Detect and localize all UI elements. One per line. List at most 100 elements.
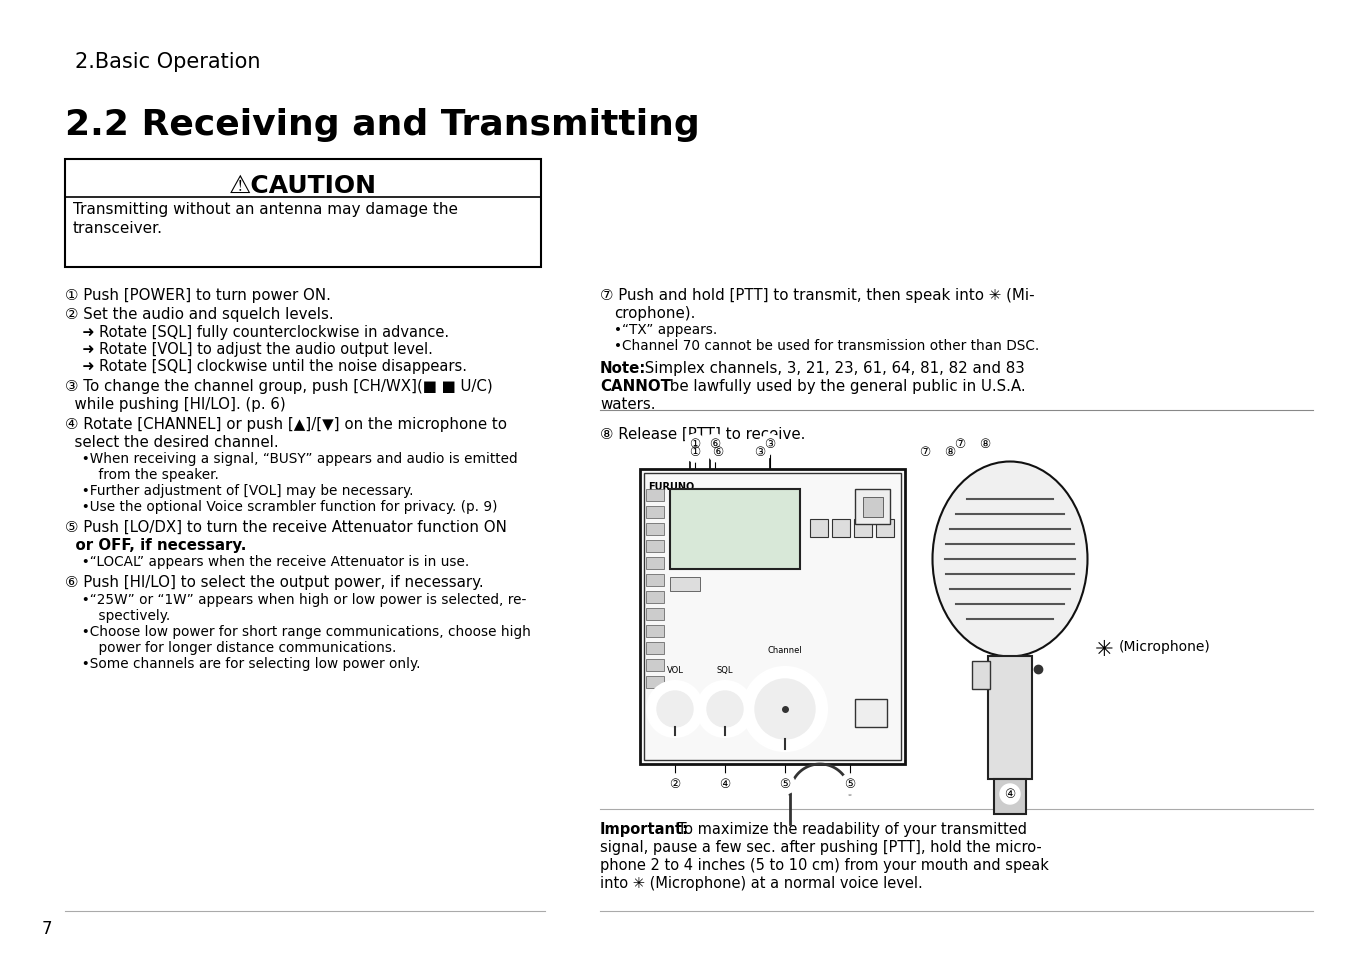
Bar: [671, 490, 800, 569]
Bar: [646, 506, 664, 518]
Text: 7: 7: [42, 919, 53, 937]
Text: HI/LO: HI/LO: [673, 579, 692, 585]
Text: •Use the optional Voice scrambler function for privacy. (p. 9): •Use the optional Voice scrambler functi…: [73, 499, 498, 514]
Bar: [854, 490, 890, 524]
Bar: [646, 625, 664, 638]
Circle shape: [665, 774, 685, 794]
Text: Note:: Note:: [600, 360, 646, 375]
Text: ✳: ✳: [1095, 639, 1114, 659]
Bar: [854, 700, 887, 727]
Text: •“TX” appears.: •“TX” appears.: [614, 323, 718, 336]
Text: ⑧: ⑧: [945, 446, 956, 459]
Text: •“25W” or “1W” appears when high or low power is selected, re-: •“25W” or “1W” appears when high or low …: [73, 593, 526, 606]
Bar: [863, 497, 883, 517]
Bar: [876, 519, 894, 537]
Text: ⚠CAUTION: ⚠CAUTION: [228, 173, 377, 198]
Text: be lawfully used by the general public in U.S.A.: be lawfully used by the general public i…: [665, 378, 1026, 394]
Text: ④: ④: [719, 778, 730, 791]
Bar: [646, 677, 664, 688]
Bar: [646, 642, 664, 655]
Circle shape: [754, 679, 815, 740]
Text: ①: ①: [690, 438, 700, 451]
Circle shape: [648, 681, 703, 738]
Text: ④ Rotate [CHANNEL] or push [▲]/[▼] on the microphone to: ④ Rotate [CHANNEL] or push [▲]/[▼] on th…: [65, 416, 507, 432]
Text: (Microphone): (Microphone): [1119, 639, 1211, 654]
Text: spectively.: spectively.: [81, 608, 170, 622]
Text: •Further adjustment of [VOL] may be necessary.: •Further adjustment of [VOL] may be nece…: [73, 483, 414, 497]
Text: ①: ①: [690, 446, 700, 459]
Ellipse shape: [933, 462, 1087, 657]
Text: phone 2 to 4 inches (5 to 10 cm) from your mouth and speak: phone 2 to 4 inches (5 to 10 cm) from yo…: [600, 857, 1049, 872]
Text: •Choose low power for short range communications, choose high: •Choose low power for short range commun…: [73, 624, 531, 639]
Circle shape: [750, 442, 771, 462]
Text: Channel: Channel: [768, 645, 802, 655]
Circle shape: [708, 442, 727, 462]
Text: •When receiving a signal, “BUSY” appears and audio is emitted: •When receiving a signal, “BUSY” appears…: [73, 452, 518, 465]
Circle shape: [775, 774, 795, 794]
Bar: [994, 780, 1026, 814]
Text: 2.2 Receiving and Transmitting: 2.2 Receiving and Transmitting: [65, 108, 700, 142]
Text: To maximize the readability of your transmitted: To maximize the readability of your tran…: [673, 821, 1028, 836]
Circle shape: [975, 435, 995, 455]
Circle shape: [840, 774, 860, 794]
Text: ② Set the audio and squelch levels.: ② Set the audio and squelch levels.: [65, 307, 334, 322]
Text: ➜ Rotate [VOL] to adjust the audio output level.: ➜ Rotate [VOL] to adjust the audio outpu…: [73, 341, 433, 356]
Text: ⑤: ⑤: [779, 778, 791, 791]
Text: •Channel 70 cannot be used for transmission other than DSC.: •Channel 70 cannot be used for transmiss…: [614, 338, 1040, 353]
Circle shape: [1000, 784, 1019, 804]
Text: crophone).: crophone).: [614, 306, 695, 320]
Circle shape: [760, 435, 780, 455]
Text: waters.: waters.: [600, 396, 656, 412]
Text: power for longer distance communications.: power for longer distance communications…: [81, 640, 396, 655]
Bar: [646, 575, 664, 586]
Bar: [644, 474, 900, 760]
Text: ④: ④: [1005, 788, 1015, 801]
Bar: [646, 592, 664, 603]
Circle shape: [704, 435, 725, 455]
Bar: [972, 661, 990, 689]
Text: while pushing [HI/LO]. (p. 6): while pushing [HI/LO]. (p. 6): [65, 396, 285, 412]
Text: ③ To change the channel group, push [CH/WX](■ ■ U/C): ③ To change the channel group, push [CH/…: [65, 378, 492, 394]
Bar: [854, 519, 872, 537]
Bar: [646, 608, 664, 620]
Text: ⑦ Push and hold [PTT] to transmit, then speak into ✳ (Mi-: ⑦ Push and hold [PTT] to transmit, then …: [600, 288, 1034, 303]
Circle shape: [707, 691, 744, 727]
Circle shape: [950, 435, 969, 455]
Text: ⑥: ⑥: [713, 446, 723, 459]
Bar: [646, 490, 664, 501]
Text: ⑥ Push [HI/LO] to select the output power, if necessary.: ⑥ Push [HI/LO] to select the output powe…: [65, 575, 484, 589]
Circle shape: [915, 442, 936, 462]
Circle shape: [685, 442, 704, 462]
Text: •Some channels are for selecting low power only.: •Some channels are for selecting low pow…: [73, 657, 420, 670]
Text: into ✳ (Microphone) at a normal voice level.: into ✳ (Microphone) at a normal voice le…: [600, 875, 923, 890]
Circle shape: [940, 442, 960, 462]
Bar: [988, 657, 1032, 780]
Text: ⑤: ⑤: [845, 778, 856, 791]
Text: Simplex channels, 3, 21, 23, 61, 64, 81, 82 and 83: Simplex channels, 3, 21, 23, 61, 64, 81,…: [639, 360, 1025, 375]
Text: from the speaker.: from the speaker.: [81, 468, 219, 481]
Circle shape: [744, 667, 827, 751]
Text: ⑥: ⑥: [710, 438, 721, 451]
Bar: [831, 519, 850, 537]
Circle shape: [715, 774, 735, 794]
Circle shape: [657, 691, 694, 727]
Text: Important:: Important:: [600, 821, 690, 836]
Bar: [671, 578, 700, 592]
Text: FURUNO: FURUNO: [648, 481, 694, 492]
Circle shape: [685, 435, 704, 455]
Text: ⑧ Release [PTT] to receive.: ⑧ Release [PTT] to receive.: [600, 427, 806, 441]
Text: ➜ Rotate [SQL] clockwise until the noise disappears.: ➜ Rotate [SQL] clockwise until the noise…: [73, 358, 466, 374]
Text: transceiver.: transceiver.: [73, 221, 164, 235]
Text: ⑤ Push [LO/DX] to turn the receive Attenuator function ON: ⑤ Push [LO/DX] to turn the receive Atten…: [65, 519, 507, 535]
Text: LO/DX: LO/DX: [859, 703, 879, 709]
Text: or OFF, if necessary.: or OFF, if necessary.: [65, 537, 246, 553]
Bar: [646, 523, 664, 536]
Circle shape: [698, 681, 753, 738]
Text: ⑦: ⑦: [919, 446, 930, 459]
Bar: [646, 540, 664, 553]
Bar: [639, 470, 904, 764]
Text: 2.Basic Operation: 2.Basic Operation: [74, 52, 261, 71]
Text: ②: ②: [669, 778, 680, 791]
Text: signal, pause a few sec. after pushing [PTT], hold the micro-: signal, pause a few sec. after pushing […: [600, 840, 1042, 854]
Text: ① Push [POWER] to turn power ON.: ① Push [POWER] to turn power ON.: [65, 288, 331, 303]
